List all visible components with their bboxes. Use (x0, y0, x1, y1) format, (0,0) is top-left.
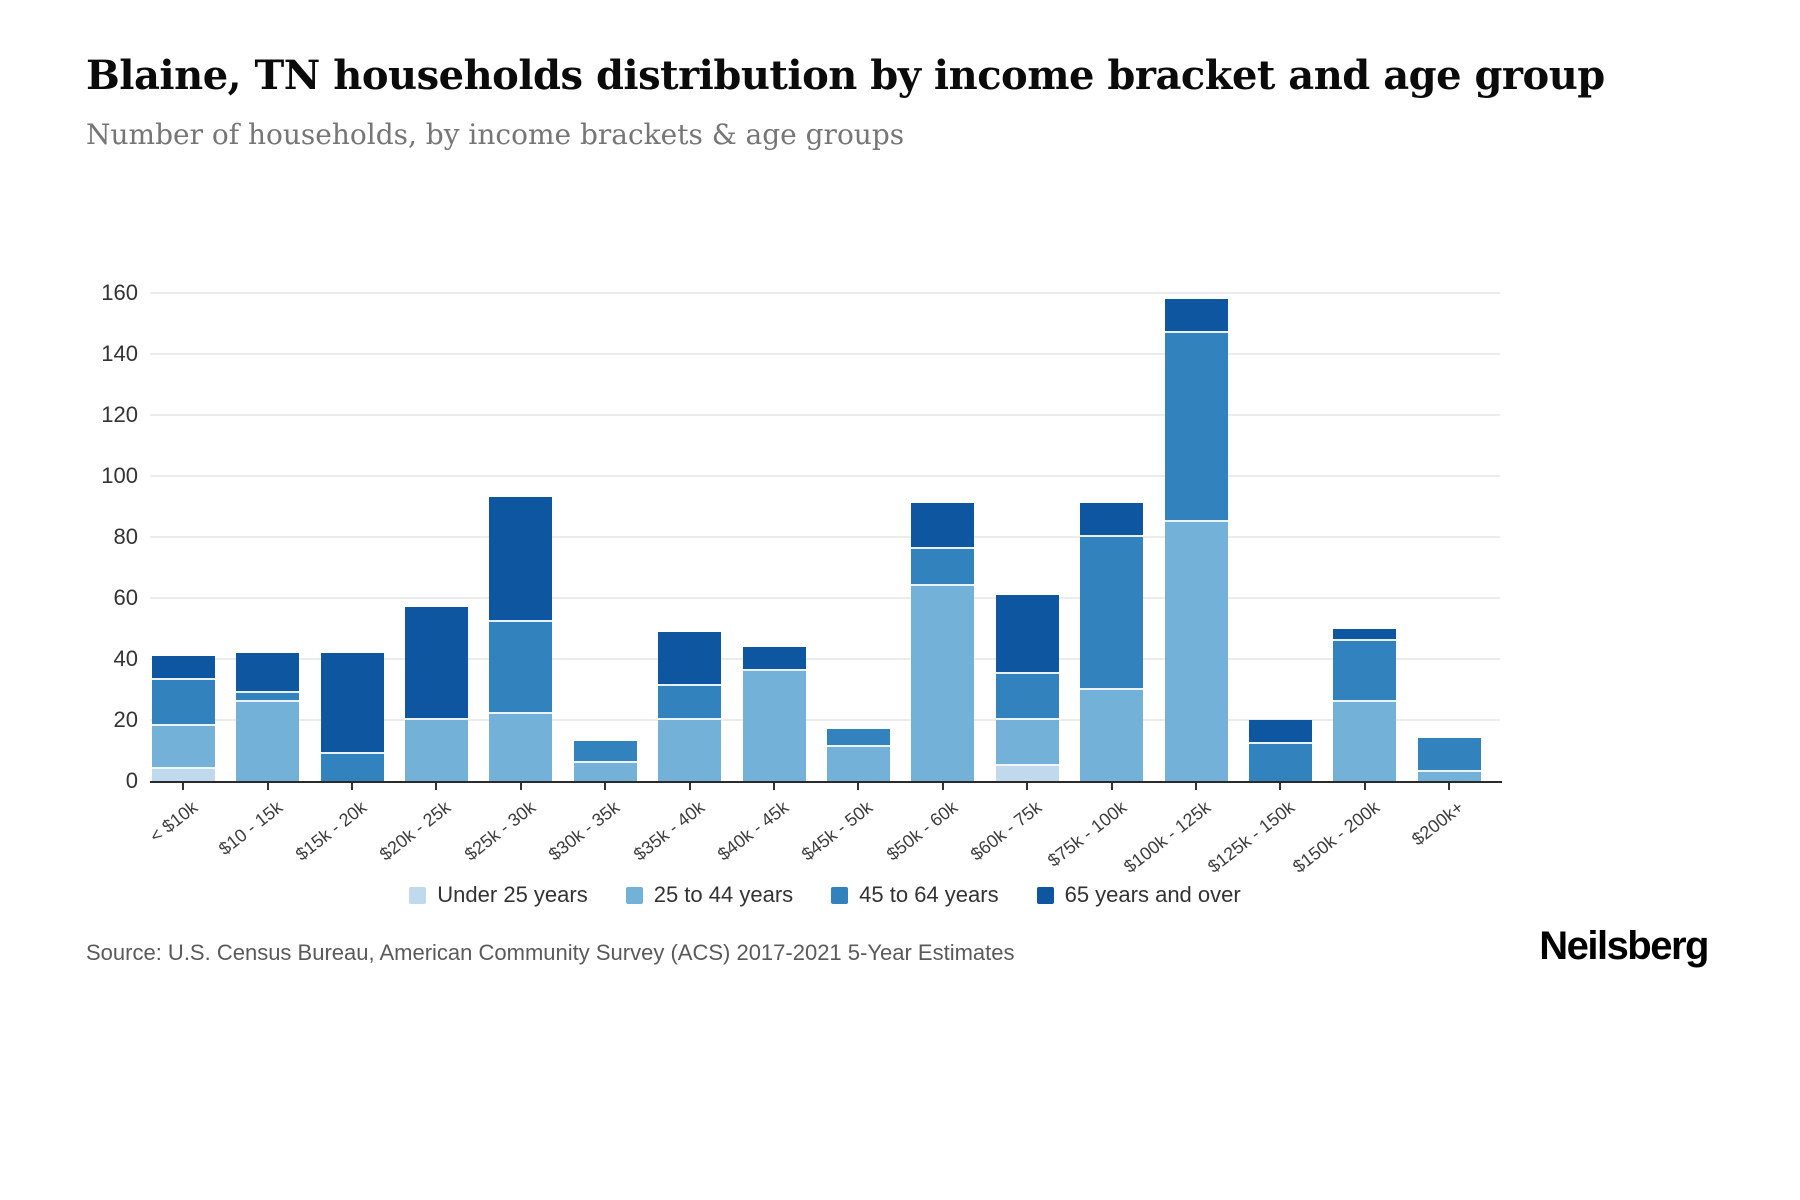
bar-segment[interactable] (658, 686, 722, 720)
x-axis-tick-mark (604, 783, 607, 790)
x-axis-tick-mark (688, 783, 691, 790)
bar-segment[interactable] (1248, 720, 1312, 745)
x-axis-tick-mark (1363, 783, 1366, 790)
x-axis-tick-mark (351, 783, 353, 790)
x-axis-tick-mark (519, 783, 522, 790)
y-axis-tick-label: 120 (101, 402, 138, 427)
bar-segment[interactable] (151, 655, 215, 681)
bar-segment[interactable] (236, 652, 300, 693)
legend-label: Under 25 years (437, 882, 588, 907)
y-axis-tick-label: 100 (101, 463, 138, 488)
bar-segment[interactable] (489, 497, 553, 623)
y-axis-tick-label: 20 (113, 707, 138, 732)
x-axis-tick-mark (1195, 783, 1197, 790)
legend-label: 45 to 64 years (859, 882, 999, 907)
legend-swatch-icon (831, 886, 849, 904)
bar-segment[interactable] (573, 762, 637, 781)
bar-segment[interactable] (320, 753, 384, 781)
bar-segment[interactable] (320, 652, 384, 754)
bar-segment[interactable] (1164, 299, 1228, 333)
chart-legend: Under 25 years 25 to 44 years 45 to 64 yea… (150, 882, 1500, 908)
bar-segment[interactable] (995, 765, 1059, 781)
x-axis-tick-mark (857, 783, 860, 790)
legend-label: 65 years and over (1064, 882, 1241, 907)
bar-segment[interactable] (995, 720, 1059, 766)
bar-segment[interactable] (1164, 521, 1228, 781)
source-note: Source: U.S. Census Bureau, American Com… (86, 940, 1015, 965)
gridline-y-100 (150, 475, 1500, 477)
bar-segment[interactable] (826, 747, 890, 781)
y-axis-tick-label: 40 (113, 646, 138, 671)
bar-segment[interactable] (151, 768, 215, 781)
bar-segment[interactable] (995, 594, 1059, 675)
x-axis-tick-mark (182, 783, 185, 790)
bar-segment[interactable] (911, 585, 975, 781)
gridline-y-20 (150, 719, 1500, 721)
legend-item-25-to-44-years[interactable]: 25 to 44 years (625, 882, 794, 908)
x-axis-line (150, 781, 1502, 783)
x-axis-tick-mark (435, 783, 438, 790)
bar-segment[interactable] (1333, 628, 1397, 641)
bar-segment[interactable] (658, 720, 722, 781)
x-axis-tick-mark (1279, 783, 1282, 790)
bar-segment[interactable] (236, 701, 300, 781)
bar-segment[interactable] (1080, 503, 1144, 537)
gridline-y-120 (150, 414, 1500, 416)
x-axis-tick-mark (1110, 783, 1113, 790)
bar-segment[interactable] (1333, 701, 1397, 781)
bar-segment[interactable] (1333, 640, 1397, 702)
x-axis-tick-mark (266, 783, 269, 790)
bar-segment[interactable] (995, 674, 1059, 720)
bar-segment[interactable] (1080, 689, 1144, 781)
legend-item-under-25-years[interactable]: Under 25 years (409, 882, 588, 908)
bar-segment[interactable] (404, 607, 468, 720)
y-axis-tick-label: 0 (125, 768, 138, 793)
bar-segment[interactable] (404, 720, 468, 781)
bar-segment[interactable] (742, 671, 806, 781)
bar-segment[interactable] (911, 549, 975, 586)
y-axis-tick-label: 60 (113, 585, 138, 610)
bar-segment[interactable] (911, 503, 975, 550)
bar-segment[interactable] (658, 631, 722, 687)
bar-segment[interactable] (151, 726, 215, 769)
x-axis-tick-mark (1448, 783, 1451, 790)
gridline-y-140 (150, 353, 1500, 355)
legend-label: 25 to 44 years (653, 882, 794, 907)
bar-segment[interactable] (236, 692, 300, 702)
page-subtitle: Number of households, by income brackets… (86, 118, 905, 151)
page-title: Blaine, TN households distribution by in… (86, 52, 1605, 99)
bar-segment[interactable] (489, 713, 553, 781)
neilsberg-logo: Neilsberg (1539, 924, 1709, 968)
bar-segment[interactable] (1080, 537, 1144, 690)
bar-segment[interactable] (489, 622, 553, 714)
gridline-y-80 (150, 536, 1500, 538)
x-axis-tick-mark (1026, 783, 1029, 790)
gridline-y-60 (150, 597, 1500, 599)
bar-segment[interactable] (151, 680, 215, 727)
legend-swatch-icon (625, 886, 643, 904)
bar-segment[interactable] (1417, 771, 1481, 781)
bar-segment[interactable] (826, 729, 890, 748)
y-axis-tick-label: 80 (113, 524, 138, 549)
y-axis-tick-label: 140 (101, 341, 138, 366)
y-axis-tick-label: 160 (101, 280, 138, 305)
bar-segment[interactable] (742, 646, 806, 672)
legend-item-65-years-and-over[interactable]: 65 years and over (1036, 882, 1241, 908)
bar-segment[interactable] (573, 741, 637, 763)
x-axis-tick-mark (941, 783, 944, 790)
bar-segment[interactable] (1417, 738, 1481, 772)
bar-segment[interactable] (1164, 332, 1228, 522)
gridline-y-40 (150, 658, 1500, 660)
legend-swatch-icon (409, 886, 427, 904)
bar-segment[interactable] (1248, 744, 1312, 781)
x-axis-tick-mark (773, 783, 775, 790)
legend-swatch-icon (1036, 886, 1054, 904)
legend-item-45-to-64-years[interactable]: 45 to 64 years (831, 882, 999, 908)
gridline-y-160 (150, 292, 1500, 294)
